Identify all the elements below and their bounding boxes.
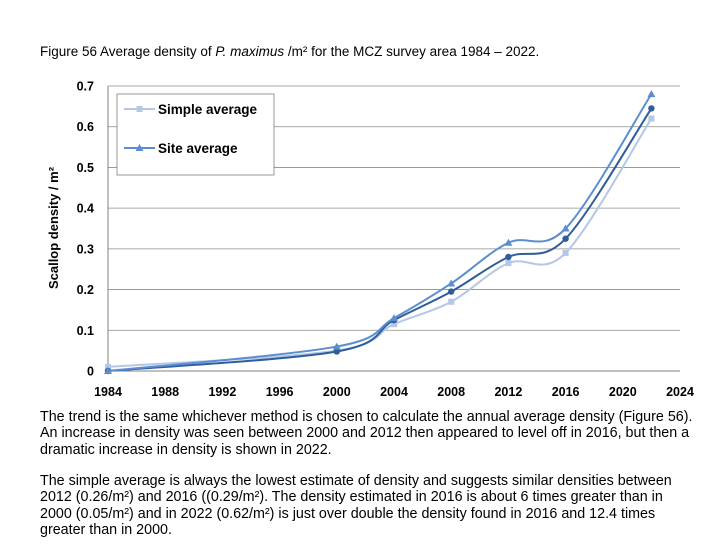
y-tick-label: 0.5: [77, 161, 94, 175]
caption-species: P. maximus: [215, 44, 285, 59]
y-tick-label: 0.4: [77, 202, 94, 216]
y-tick-label: 0.1: [77, 324, 94, 338]
x-tick-label: 2016: [552, 385, 580, 399]
figure-caption: Figure 56 Average density of P. maximus …: [40, 44, 539, 59]
x-tick-label: 2012: [494, 385, 522, 399]
x-tick-label: 2008: [437, 385, 465, 399]
body-paragraph-1: The trend is the same whichever method i…: [40, 409, 693, 458]
data-point-circle: [505, 253, 512, 261]
data-point-square: [391, 321, 397, 328]
x-tick-label: 2004: [380, 385, 408, 399]
x-tick-label: 2000: [323, 385, 351, 399]
legend-box: [116, 93, 275, 176]
data-point-circle: [333, 348, 340, 355]
x-tick-label: 1996: [266, 385, 294, 399]
data-point-triangle: [390, 314, 398, 322]
y-tick-label: 0.2: [77, 283, 94, 297]
data-point-triangle: [561, 224, 570, 232]
legend-label: Site average: [158, 141, 238, 156]
series-line: [107, 107, 653, 372]
x-tick-label: 1988: [151, 385, 179, 399]
y-tick-label: 0: [87, 365, 94, 379]
data-point-square: [448, 298, 455, 305]
data-point-circle: [648, 105, 655, 112]
x-tick-label: 1992: [208, 385, 236, 399]
series-group: [104, 90, 656, 374]
data-point-square: [105, 363, 111, 370]
caption-prefix: Figure 56 Average density of: [40, 44, 216, 59]
body-paragraph-2: The simple average is always the lowest …: [40, 473, 672, 539]
data-point-triangle: [332, 342, 341, 350]
data-point-square: [648, 115, 655, 122]
y-axis-label: Scallop density / m²: [46, 166, 61, 289]
series-line: [107, 118, 653, 368]
x-tick-label: 2020: [609, 385, 637, 399]
data-point-circle: [448, 288, 455, 295]
data-point-square: [562, 249, 569, 256]
data-point-triangle: [104, 367, 112, 374]
series-line: [107, 93, 653, 372]
y-tick-label: 0.3: [77, 242, 94, 256]
series-group: [104, 105, 655, 375]
legend: Simple average Site average: [116, 93, 275, 176]
y-tick-label: 0.7: [77, 80, 94, 94]
data-point-triangle: [504, 238, 513, 246]
data-point-square: [505, 260, 512, 267]
data-point-triangle: [447, 279, 456, 287]
data-point-square: [136, 106, 143, 112]
data-series: [104, 90, 656, 375]
axes: [107, 86, 680, 372]
data-point-circle: [562, 235, 569, 242]
tick-labels: 0 0.1 0.2 0.3 0.4 0.5 0.6 0.7 1984 1988 1992 1996 20…: [77, 80, 694, 400]
x-tick-label: 2024: [666, 385, 694, 399]
legend-label: Simple average: [158, 102, 258, 117]
data-point-triangle: [135, 144, 144, 151]
y-tick-label: 0.6: [77, 120, 94, 134]
caption-suffix: /m² for the MCZ survey area 1984 – 2022.: [284, 44, 540, 59]
density-line-chart: 0 0.1 0.2 0.3 0.4 0.5 0.6 0.7 1984 1988 1992 1996 20…: [46, 80, 694, 400]
data-point-triangle: [647, 90, 656, 98]
x-tick-label: 1984: [94, 385, 122, 399]
